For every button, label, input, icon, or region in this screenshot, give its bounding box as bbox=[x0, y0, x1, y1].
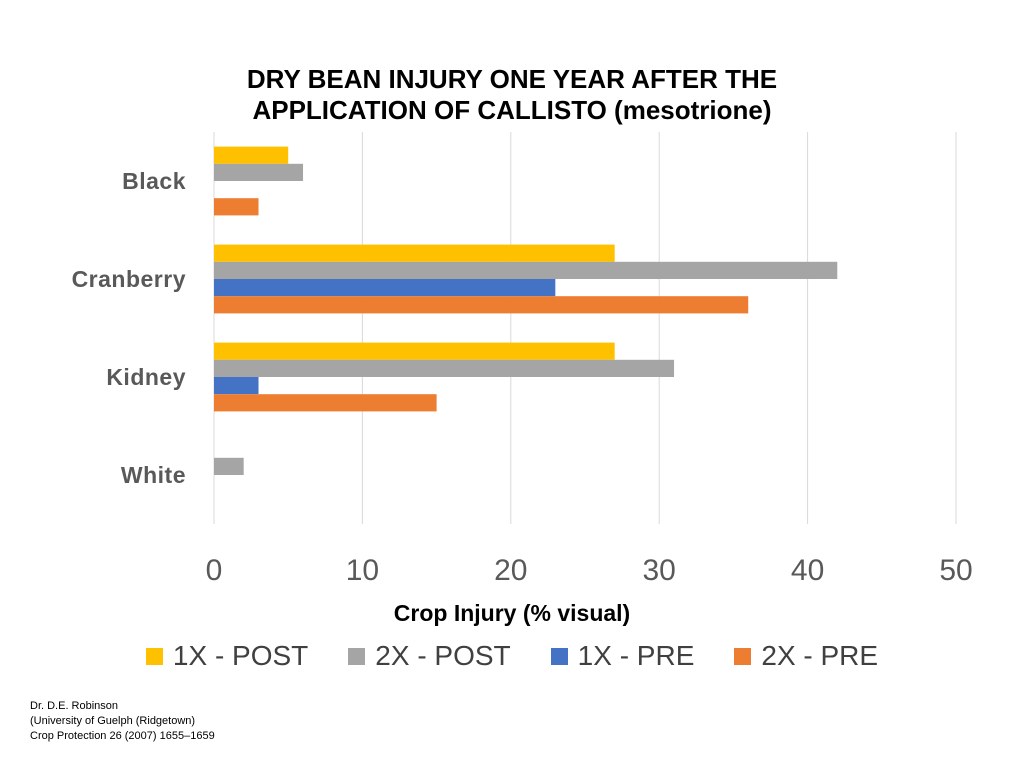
legend-swatch bbox=[145, 647, 163, 665]
legend-label: 1X - PRE bbox=[577, 640, 695, 671]
bars bbox=[214, 146, 838, 475]
bar-kidney-1x-post bbox=[214, 342, 615, 360]
bar-black-2x-post bbox=[214, 163, 304, 181]
legend: 1X - POST 2X - POST 1X - PRE 2X - PRE bbox=[0, 640, 1024, 672]
x-axis-title: Crop Injury (% visual) bbox=[393, 600, 631, 626]
x-tick-label: 40 bbox=[791, 554, 824, 587]
chart-title-line-1: DRY BEAN INJURY ONE YEAR AFTER THE bbox=[246, 64, 778, 94]
legend-swatch bbox=[734, 647, 752, 665]
legend-label: 2X - POST bbox=[375, 640, 511, 671]
x-tick-label: 30 bbox=[643, 554, 676, 587]
bar-kidney-2x-post bbox=[214, 359, 675, 377]
bar-kidney-2x-pre bbox=[214, 394, 437, 412]
x-tick-label: 10 bbox=[346, 554, 379, 587]
legend-label: 1X - POST bbox=[172, 640, 309, 671]
bar-chart: Black Cranberry Kidney White 0 10 20 30 40 50 bbox=[72, 132, 973, 587]
x-tick-label: 50 bbox=[939, 554, 972, 587]
gridlines bbox=[213, 132, 957, 524]
credit-block: Dr. D.E. Robinson (University of Guelph … bbox=[30, 699, 215, 744]
legend-item: 2X - PRE bbox=[734, 640, 878, 672]
credit-citation: Crop Protection 26 (2007) 1655–1659 bbox=[30, 730, 215, 742]
category-labels: Black Cranberry Kidney White bbox=[72, 168, 186, 488]
category-label-white: White bbox=[121, 462, 186, 488]
legend-item: 1X - PRE bbox=[550, 640, 695, 672]
chart-title: DRY BEAN INJURY ONE YEAR AFTER THE APPLI… bbox=[0, 64, 1024, 126]
legend-swatch bbox=[550, 647, 568, 665]
legend-item: 1X - POST bbox=[145, 640, 309, 672]
bar-cranberry-1x-pre bbox=[214, 279, 556, 297]
bar-black-1x-post bbox=[214, 146, 289, 164]
x-tick-labels: 0 10 20 30 40 50 bbox=[206, 554, 973, 587]
chart-title-line-2: APPLICATION OF CALLISTO (mesotrione) bbox=[252, 95, 772, 125]
legend-item: 2X - POST bbox=[348, 640, 511, 672]
category-label-kidney: Kidney bbox=[106, 364, 186, 390]
category-label-black: Black bbox=[122, 168, 186, 194]
x-tick-label: 20 bbox=[494, 554, 527, 587]
bar-cranberry-2x-pre bbox=[214, 296, 749, 314]
credit-author: Dr. D.E. Robinson bbox=[30, 700, 119, 712]
bar-black-2x-pre bbox=[214, 198, 259, 216]
bar-cranberry-2x-post bbox=[214, 261, 838, 279]
x-tick-label: 0 bbox=[206, 554, 223, 587]
credit-affiliation: (University of Guelph (Ridgetown) bbox=[30, 715, 196, 727]
bar-kidney-1x-pre bbox=[214, 377, 259, 395]
legend-label: 2X - PRE bbox=[761, 640, 879, 671]
category-label-cranberry: Cranberry bbox=[72, 266, 186, 292]
bar-cranberry-1x-post bbox=[214, 244, 615, 262]
legend-swatch bbox=[348, 647, 366, 665]
bar-white-2x-post bbox=[214, 457, 244, 475]
